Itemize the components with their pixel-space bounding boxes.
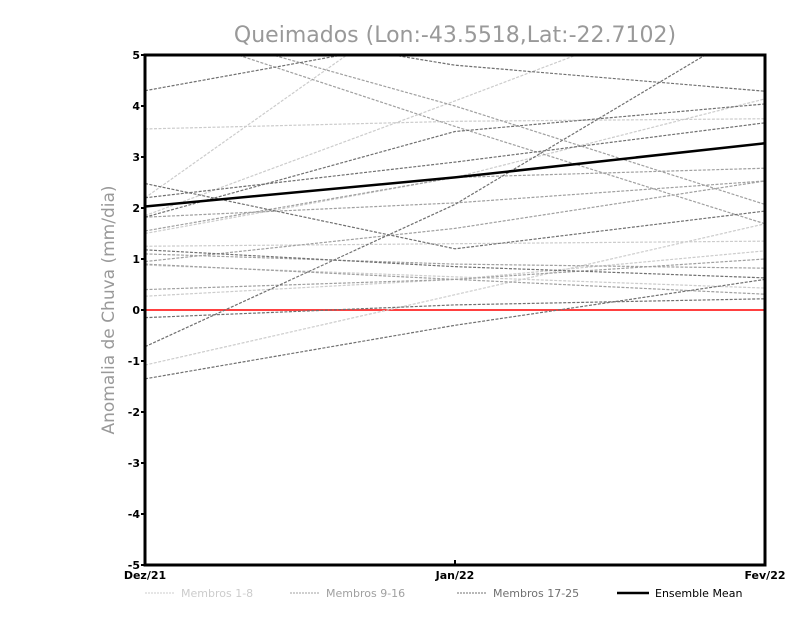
member-line-7 — [145, 223, 765, 366]
member-line-2 — [145, 55, 348, 199]
member-line-22 — [145, 298, 765, 319]
y-tick-label: 1 — [132, 253, 140, 266]
legend-item: Membros 9-16 — [290, 587, 405, 600]
member-line-24 — [145, 278, 765, 380]
x-tick-label: Dez/21 — [124, 569, 166, 582]
legend-label: Ensemble Mean — [655, 587, 742, 600]
chart-title: Queimados (Lon:-43.5518,Lat:-22.7102) — [234, 23, 676, 48]
member-line-20 — [145, 103, 765, 218]
y-axis-label: Anomalia de Chuva (mm/dia) — [99, 185, 119, 434]
x-tick-label: Jan/22 — [435, 569, 475, 582]
member-line-5 — [145, 264, 765, 289]
legend-label: Membros 1-8 — [181, 587, 253, 600]
member-line-9 — [145, 167, 765, 232]
member-line-11 — [145, 253, 765, 269]
x-tick-label: Fev/22 — [744, 569, 785, 582]
y-tick-label: -1 — [128, 355, 140, 368]
y-tick-label: -2 — [128, 406, 140, 419]
ensemble-mean-line — [145, 141, 765, 208]
y-tick-label: 2 — [132, 202, 140, 215]
member-line-23 — [145, 55, 707, 348]
member-line-14 — [145, 180, 765, 218]
member-line-21 — [145, 249, 765, 279]
member-line-15 — [270, 55, 765, 206]
member-line-10 — [236, 55, 765, 225]
member-line-3 — [145, 55, 578, 217]
member-line-18 — [145, 122, 765, 199]
y-tick-label: 0 — [132, 304, 140, 317]
legend-item: Ensemble Mean — [617, 587, 742, 600]
member-line-13 — [145, 180, 765, 263]
legend-label: Membros 17-25 — [493, 587, 579, 600]
member-line-19 — [145, 182, 765, 250]
y-tick-label: -5 — [128, 559, 140, 572]
member-line-6 — [145, 250, 765, 297]
member-line-1 — [145, 118, 765, 130]
y-tick-label: -4 — [128, 508, 141, 521]
legend-label: Membros 9-16 — [326, 587, 405, 600]
y-tick-label: 5 — [132, 49, 140, 62]
legend-item: Membros 1-8 — [145, 587, 253, 600]
y-tick-label: -3 — [128, 457, 140, 470]
legend-item: Membros 17-25 — [457, 587, 579, 600]
y-tick-label: 3 — [132, 151, 140, 164]
y-tick-label: 4 — [132, 100, 140, 113]
member-line-16 — [145, 263, 765, 295]
member-line-17 — [145, 55, 346, 92]
